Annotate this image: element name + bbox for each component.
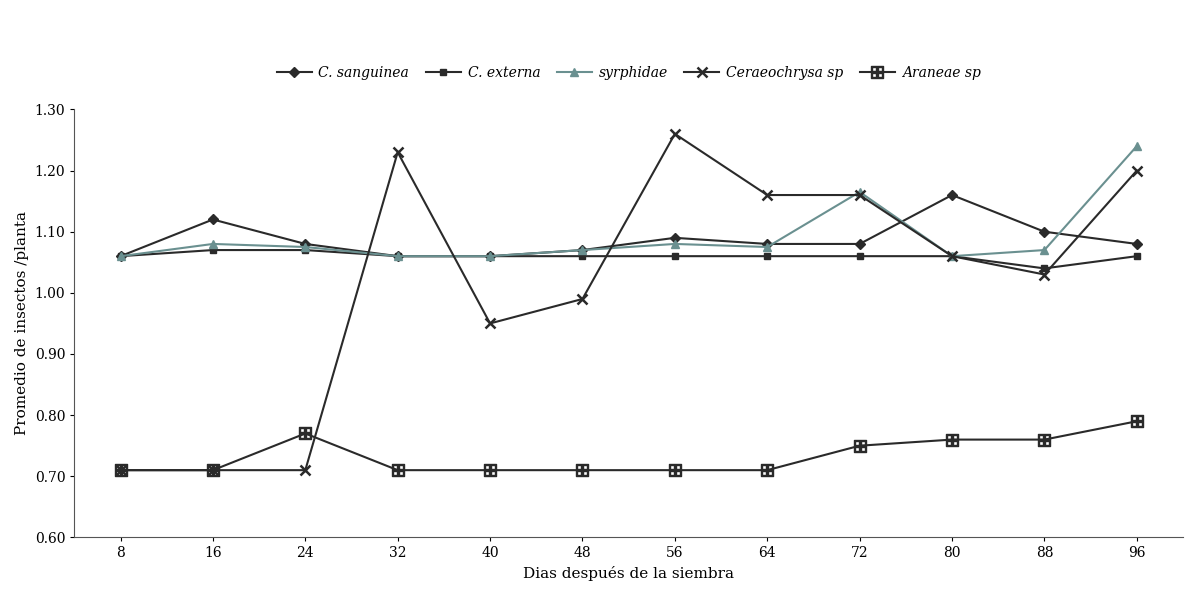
Line: syrphidae: syrphidae [116, 142, 1140, 260]
Ceraeochrysa sp [575, 296, 589, 303]
C. externa [114, 253, 128, 260]
C. externa [575, 253, 589, 260]
syrphidae [1130, 142, 1144, 150]
Araneae sp [206, 467, 220, 474]
syrphidae [945, 253, 960, 260]
syrphidae [575, 247, 589, 254]
C. externa [1130, 253, 1144, 260]
C. sanguinea [1037, 228, 1052, 235]
syrphidae [853, 188, 867, 195]
C. sanguinea [298, 240, 313, 247]
Line: Araneae sp: Araneae sp [114, 415, 1143, 476]
Ceraeochrysa sp [945, 253, 960, 260]
Ceraeochrysa sp [667, 131, 682, 138]
Araneae sp [667, 467, 682, 474]
C. externa [483, 253, 497, 260]
C. sanguinea [114, 253, 128, 260]
Araneae sp [483, 467, 497, 474]
C. externa [667, 253, 682, 260]
syrphidae [114, 253, 128, 260]
Ceraeochrysa sp [1037, 271, 1052, 278]
C. sanguinea [206, 216, 220, 223]
Y-axis label: Promedio de insectos /planta: Promedio de insectos /planta [16, 212, 29, 436]
Araneae sp [1037, 436, 1052, 443]
C. externa [853, 253, 867, 260]
Araneae sp [1130, 418, 1144, 425]
syrphidae [298, 243, 313, 250]
C. sanguinea [483, 253, 497, 260]
Ceraeochrysa sp [853, 191, 867, 198]
syrphidae [760, 243, 774, 250]
Araneae sp [760, 467, 774, 474]
Ceraeochrysa sp [483, 320, 497, 327]
Legend: C. sanguinea, C. externa, syrphidae, Ceraeochrysa sp, Araneae sp: C. sanguinea, C. externa, syrphidae, Cer… [271, 61, 986, 86]
C. externa [945, 253, 960, 260]
X-axis label: Dias después de la siembra: Dias después de la siembra [524, 566, 734, 581]
syrphidae [1037, 247, 1052, 254]
C. sanguinea [391, 253, 405, 260]
Line: C. sanguinea: C. sanguinea [117, 191, 1140, 260]
C. externa [760, 253, 774, 260]
Araneae sp [945, 436, 960, 443]
Ceraeochrysa sp [114, 467, 128, 474]
Ceraeochrysa sp [298, 467, 313, 474]
Ceraeochrysa sp [391, 148, 405, 156]
C. sanguinea [575, 247, 589, 254]
Ceraeochrysa sp [206, 467, 220, 474]
Ceraeochrysa sp [760, 191, 774, 198]
C. sanguinea [760, 240, 774, 247]
C. externa [391, 253, 405, 260]
C. externa [206, 247, 220, 254]
C. sanguinea [1130, 240, 1144, 247]
Araneae sp [391, 467, 405, 474]
Araneae sp [575, 467, 589, 474]
syrphidae [667, 240, 682, 247]
Araneae sp [298, 430, 313, 437]
C. sanguinea [853, 240, 867, 247]
Ceraeochrysa sp [1130, 167, 1144, 174]
C. sanguinea [667, 234, 682, 241]
C. externa [298, 247, 313, 254]
C. sanguinea [945, 191, 960, 198]
C. externa [1037, 265, 1052, 272]
Araneae sp [853, 442, 867, 449]
syrphidae [391, 253, 405, 260]
syrphidae [206, 240, 220, 247]
Line: Ceraeochrysa sp: Ceraeochrysa sp [116, 129, 1142, 475]
Line: C. externa: C. externa [117, 247, 1140, 272]
Araneae sp [114, 467, 128, 474]
syrphidae [483, 253, 497, 260]
